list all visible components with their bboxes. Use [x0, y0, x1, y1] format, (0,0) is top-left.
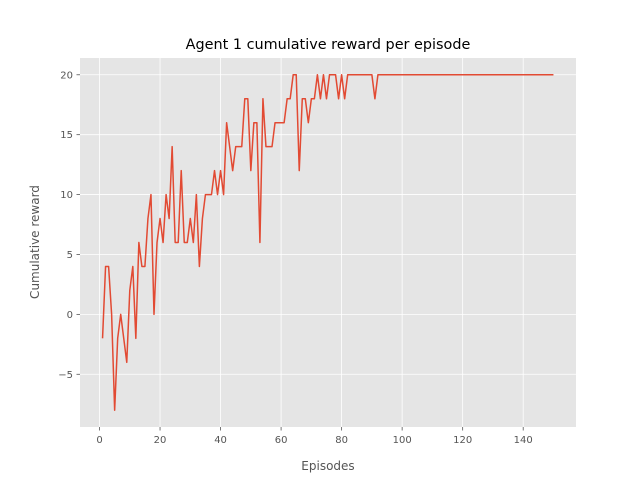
x-tick-label: 0 [96, 435, 102, 446]
x-tick-label: 80 [335, 435, 348, 446]
x-axis-label: Episodes [301, 459, 354, 473]
y-tick-label: 15 [60, 130, 73, 141]
reward-series-line [101, 74, 554, 411]
x-tick-label: 40 [214, 435, 227, 446]
x-tick-label: 120 [453, 435, 472, 446]
x-tick-label: 20 [154, 435, 167, 446]
plot-area [80, 58, 576, 427]
axis-ticks: 0 20 40 60 80 100 120 140 −5 0 5 10 15 20 [58, 70, 532, 446]
x-tick-label: 100 [393, 435, 412, 446]
y-tick-label: −5 [58, 370, 73, 381]
x-tick-label: 140 [514, 435, 533, 446]
y-tick-label: 0 [67, 310, 73, 321]
y-tick-label: 20 [60, 70, 73, 81]
y-tick-label: 5 [67, 250, 73, 261]
y-tick-label: 10 [60, 190, 73, 201]
chart-title: Agent 1 cumulative reward per episode [186, 37, 471, 53]
x-tick-label: 60 [275, 435, 288, 446]
y-axis-label: Cumulative reward [28, 185, 42, 299]
